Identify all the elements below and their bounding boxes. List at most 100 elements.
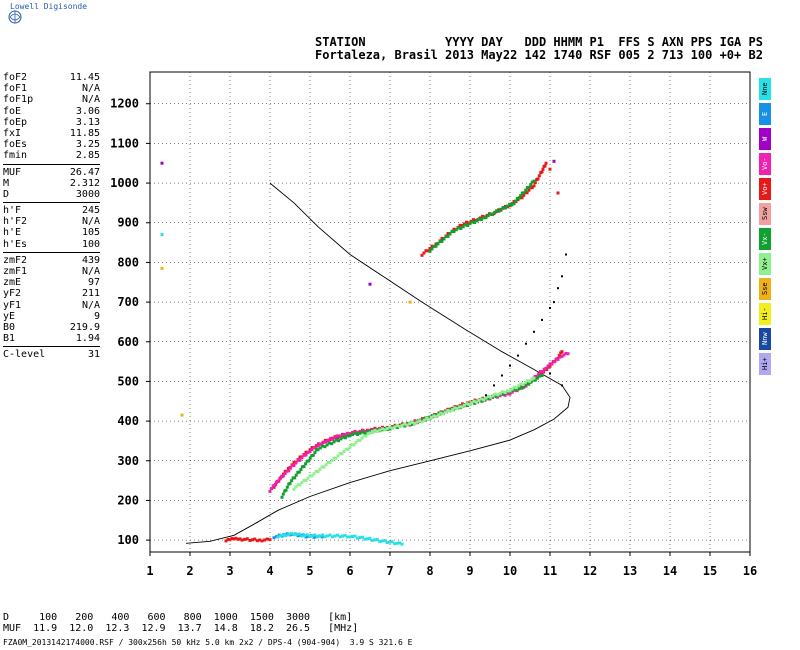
- x-tick-label: 16: [743, 564, 757, 578]
- echo-point: [560, 354, 564, 358]
- param-value: 11.45: [69, 72, 100, 83]
- echo-point: [385, 427, 389, 430]
- echo-point: [358, 536, 362, 540]
- echo-point: [334, 438, 338, 442]
- echo-point: [281, 492, 285, 496]
- echo-point: [336, 533, 339, 537]
- echo-point: [285, 469, 289, 473]
- echo-point: [544, 161, 548, 165]
- echo-point: [370, 538, 374, 542]
- echo-point: [512, 200, 516, 203]
- echo-point: [360, 535, 364, 539]
- echo-point: [506, 204, 509, 208]
- echo-point: [160, 233, 164, 237]
- echo-point: [320, 465, 324, 469]
- param-label: zmF2: [3, 254, 28, 266]
- y-tick-label: 600: [117, 335, 139, 349]
- echo-point: [388, 427, 392, 431]
- param-label: yF2: [3, 288, 22, 300]
- x-trace-dot: [541, 318, 543, 321]
- echo-point: [468, 222, 472, 226]
- echo-point: [313, 533, 317, 537]
- echo-point: [333, 436, 337, 439]
- param-separator: [3, 346, 100, 348]
- echo-point: [363, 537, 367, 541]
- echo-point: [283, 469, 287, 473]
- legend-item: Vo+: [759, 178, 771, 200]
- echo-point: [314, 444, 318, 448]
- echo-point: [486, 395, 490, 398]
- echo-point: [352, 443, 356, 447]
- echo-point: [294, 473, 298, 477]
- echo-point: [536, 177, 540, 181]
- echo-point: [356, 433, 359, 436]
- echo-point: [224, 539, 228, 543]
- echo-point: [332, 456, 336, 460]
- echo-point: [330, 458, 334, 462]
- echo-point: [548, 362, 552, 366]
- param-label: foEs: [3, 139, 28, 151]
- echo-point: [368, 431, 372, 435]
- echo-point: [552, 159, 556, 163]
- x-trace-dot: [549, 372, 551, 375]
- echo-point: [340, 452, 344, 456]
- echo-point: [527, 185, 531, 189]
- echo-point: [390, 426, 394, 430]
- param-value: 11.85: [69, 127, 100, 139]
- echo-point: [491, 394, 495, 398]
- echo-point: [321, 533, 324, 537]
- echo-point: [506, 389, 510, 393]
- echo-point: [314, 448, 318, 452]
- echo-point: [413, 422, 417, 425]
- echo-point: [354, 441, 358, 445]
- echo-point: [328, 461, 332, 465]
- echo-point: [255, 539, 259, 543]
- echo-point: [280, 495, 284, 499]
- echo-point: [503, 393, 507, 397]
- param-separator: [3, 202, 100, 204]
- echo-point: [303, 534, 307, 537]
- echo-point: [296, 483, 300, 487]
- echo-point: [180, 413, 184, 417]
- echo-point: [446, 232, 450, 235]
- echo-point: [331, 437, 335, 441]
- echo-point: [280, 474, 284, 478]
- echo-point: [422, 251, 426, 255]
- echo-point: [503, 206, 507, 210]
- echo-point: [332, 440, 336, 444]
- param-label: h'E: [3, 227, 22, 239]
- echo-point: [240, 538, 244, 542]
- echo-point: [326, 461, 330, 464]
- polarization-legend: Nne E W Vo- Vo+ Ssw Vx- Vx+ Sse Hi- Nnw Hi+: [759, 78, 771, 378]
- x-trace-dot: [501, 374, 503, 377]
- echo-point: [318, 534, 322, 538]
- echo-point: [324, 440, 328, 444]
- echo-point: [371, 430, 374, 434]
- param-label: D: [3, 188, 10, 200]
- echo-point: [296, 459, 300, 462]
- echo-point: [503, 391, 507, 394]
- echo-point: [341, 435, 345, 439]
- echo-point: [297, 470, 301, 474]
- echo-point: [533, 378, 537, 382]
- param-row: yF2 211: [3, 288, 100, 299]
- echo-point: [344, 447, 348, 451]
- echo-point: [304, 450, 308, 454]
- param-label: zmE: [3, 277, 22, 289]
- echo-point: [304, 453, 308, 457]
- echo-point: [532, 184, 536, 188]
- echo-point: [333, 534, 337, 538]
- echo-point: [348, 535, 352, 539]
- param-row: h'E 105: [3, 227, 100, 238]
- echo-point: [356, 438, 360, 442]
- echo-point: [527, 188, 531, 192]
- echo-point: [378, 428, 382, 432]
- echo-point: [395, 541, 399, 545]
- legend-item: E: [759, 103, 771, 125]
- echo-point: [353, 431, 357, 435]
- echo-point: [287, 533, 291, 536]
- echo-point: [304, 462, 308, 466]
- param-row: yF1 N/A: [3, 300, 100, 311]
- echo-point: [228, 538, 232, 542]
- muf-table: D 100 200 400 600 800 1000 1500 3000 [km…: [3, 612, 358, 634]
